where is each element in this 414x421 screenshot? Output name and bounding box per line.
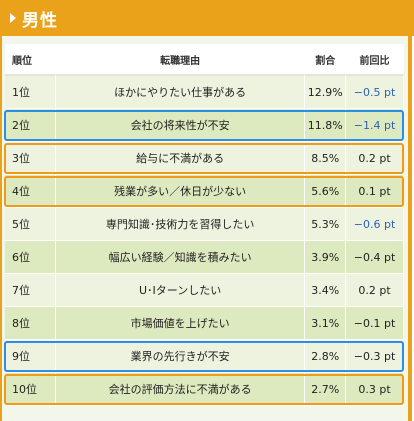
column-header-rank: 順位 bbox=[5, 44, 56, 76]
section-header: 男性 bbox=[0, 0, 414, 36]
table-row: 2位 会社の将来性が不安 11.8% −1.4 pt bbox=[5, 109, 404, 142]
reason-cell: 市場価値を上げたい bbox=[55, 307, 306, 340]
change-cell: 0.2 pt bbox=[346, 142, 404, 175]
reason-cell: 幅広い経験／知識を積みたい bbox=[55, 241, 306, 274]
rank-cell: 8位 bbox=[5, 307, 56, 340]
rank-cell: 7位 bbox=[5, 274, 56, 307]
reason-cell: 残業が多い／休日が少ない bbox=[55, 175, 306, 208]
change-cell: 0.2 pt bbox=[346, 274, 404, 307]
table-row: 3位 給与に不満がある 8.5% 0.2 pt bbox=[5, 142, 404, 175]
percentage-cell: 3.4% bbox=[305, 274, 347, 307]
rank-cell: 6位 bbox=[5, 241, 56, 274]
percentage-cell: 12.9% bbox=[305, 76, 347, 109]
reason-cell: 専門知識･技術力を習得したい bbox=[55, 208, 306, 241]
column-header-percentage: 割合 bbox=[305, 44, 347, 76]
rank-cell: 3位 bbox=[5, 142, 56, 175]
rank-cell: 10位 bbox=[5, 373, 56, 406]
table-row: 5位 専門知識･技術力を習得したい 5.3% −0.6 pt bbox=[5, 208, 404, 241]
reason-cell: ほかにやりたい仕事がある bbox=[55, 76, 306, 109]
rank-cell: 9位 bbox=[5, 340, 56, 373]
percentage-cell: 11.8% bbox=[305, 109, 347, 142]
change-cell: −0.3 pt bbox=[346, 340, 404, 373]
percentage-cell: 5.3% bbox=[305, 208, 347, 241]
rank-cell: 4位 bbox=[5, 175, 56, 208]
percentage-cell: 8.5% bbox=[305, 142, 347, 175]
reason-cell: 会社の将来性が不安 bbox=[55, 109, 306, 142]
ranking-table: 順位 転職理由 割合 前回比 1位 ほかにやりたい仕事がある 12.9% −0.5 p… bbox=[5, 44, 404, 406]
table-header-row: 順位 転職理由 割合 前回比 bbox=[5, 44, 404, 76]
reason-cell: 業界の先行きが不安 bbox=[55, 340, 306, 373]
column-header-change: 前回比 bbox=[346, 44, 404, 76]
change-cell: −0.4 pt bbox=[346, 241, 404, 274]
table-row: 9位 業界の先行きが不安 2.8% −0.3 pt bbox=[5, 340, 404, 373]
reason-cell: U･Iターンしたい bbox=[55, 274, 306, 307]
change-cell: −0.1 pt bbox=[346, 307, 404, 340]
rank-cell: 1位 bbox=[5, 76, 56, 109]
change-cell: 0.3 pt bbox=[346, 373, 404, 406]
change-cell: 0.1 pt bbox=[346, 175, 404, 208]
table-row: 8位 市場価値を上げたい 3.1% −0.1 pt bbox=[5, 307, 404, 340]
reason-cell: 会社の評価方法に不満がある bbox=[55, 373, 306, 406]
table-row: 1位 ほかにやりたい仕事がある 12.9% −0.5 pt bbox=[5, 76, 404, 109]
section-title: 男性 bbox=[22, 10, 58, 31]
rank-cell: 5位 bbox=[5, 208, 56, 241]
percentage-cell: 2.8% bbox=[305, 340, 347, 373]
change-cell: −0.5 pt bbox=[346, 76, 404, 109]
percentage-cell: 5.6% bbox=[305, 175, 347, 208]
table-row: 10位 会社の評価方法に不満がある 2.7% 0.3 pt bbox=[5, 373, 404, 406]
table-row: 4位 残業が多い／休日が少ない 5.6% 0.1 pt bbox=[5, 175, 404, 208]
percentage-cell: 3.9% bbox=[305, 241, 347, 274]
percentage-cell: 2.7% bbox=[305, 373, 347, 406]
change-cell: −1.4 pt bbox=[346, 109, 404, 142]
percentage-cell: 3.1% bbox=[305, 307, 347, 340]
table-row: 6位 幅広い経験／知識を積みたい 3.9% −0.4 pt bbox=[5, 241, 404, 274]
triangle-right-icon bbox=[10, 13, 16, 23]
reason-cell: 給与に不満がある bbox=[55, 142, 306, 175]
rank-cell: 2位 bbox=[5, 109, 56, 142]
change-cell: −0.6 pt bbox=[346, 208, 404, 241]
table-row: 7位 U･Iターンしたい 3.4% 0.2 pt bbox=[5, 274, 404, 307]
column-header-reason: 転職理由 bbox=[55, 44, 306, 76]
